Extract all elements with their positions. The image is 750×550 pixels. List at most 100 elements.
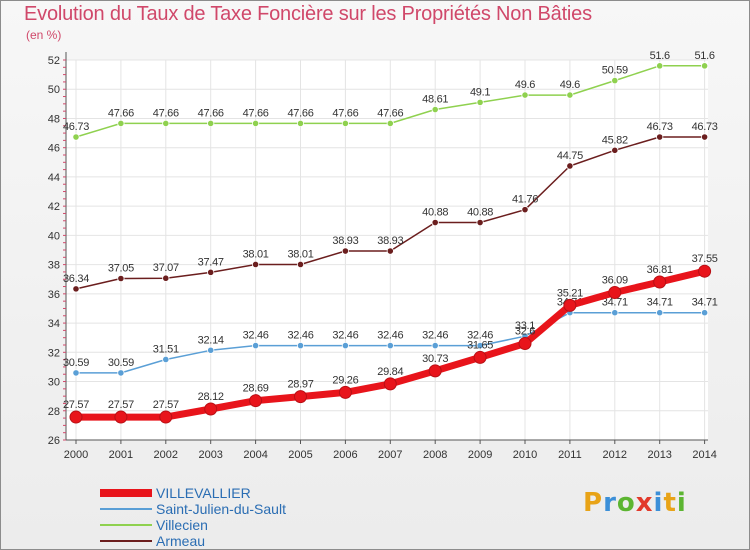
data-point: [72, 369, 80, 377]
data-label: 31.65: [467, 339, 493, 351]
logo-letter: o: [616, 488, 636, 518]
data-label: 46.73: [692, 121, 718, 133]
legend-item: Armeau: [100, 533, 286, 549]
data-point: [162, 274, 170, 282]
data-label: 45.82: [602, 134, 628, 146]
logo-letter: P: [583, 488, 604, 518]
data-point: [159, 410, 173, 424]
y-tick-label: 36: [48, 289, 60, 301]
legend-swatch: [100, 508, 152, 510]
x-tick-label: 2006: [333, 449, 357, 461]
data-label: 32.46: [467, 330, 493, 342]
data-label: 35.21: [557, 287, 583, 299]
data-label: 32.14: [198, 334, 224, 346]
data-label: 34.71: [602, 297, 628, 309]
data-point: [608, 286, 622, 300]
legend-label: Armeau: [156, 533, 206, 549]
data-point: [611, 77, 619, 85]
data-point: [386, 119, 394, 128]
data-point: [249, 394, 263, 408]
data-point: [521, 206, 529, 214]
data-label: 48.61: [422, 94, 448, 106]
data-point: [431, 218, 439, 227]
data-point: [114, 410, 128, 424]
data-label: 29.26: [332, 374, 358, 386]
logo-letter: i: [653, 488, 664, 518]
y-tick-label: 32: [48, 347, 60, 359]
data-label: 36.34: [63, 273, 89, 285]
logo-letter: i: [676, 488, 687, 518]
data-point: [431, 341, 439, 350]
proxiti-logo: Proxiti: [583, 488, 687, 518]
data-label: 37.47: [198, 256, 224, 268]
data-point: [521, 91, 529, 99]
data-point: [383, 377, 397, 391]
series-villecien: 46.73 47.66 47.66 47.66 47.66 47.66 47.66 47.66…: [63, 50, 715, 141]
data-point: [117, 119, 125, 128]
data-point: [563, 298, 577, 312]
data-label: 50.59: [602, 65, 628, 77]
legend-swatch: [100, 540, 152, 542]
data-point: [386, 341, 394, 350]
logo-letter: t: [663, 488, 677, 518]
series-saint-julien-du-sault: 30.59 30.59 31.51 32.14 32.46 32.46 32.46 32.46…: [63, 297, 718, 377]
data-label: 36.09: [602, 275, 628, 287]
data-label: 51.6: [694, 50, 714, 62]
data-label: 38.93: [332, 235, 358, 247]
data-point: [296, 260, 305, 269]
data-label: 46.73: [647, 121, 673, 133]
data-point: [117, 274, 125, 283]
data-label: 30.59: [63, 357, 89, 369]
data-point: [72, 133, 80, 141]
data-point: [476, 98, 484, 106]
x-tick-label: 2013: [647, 449, 671, 461]
y-tick-label: 30: [48, 377, 60, 389]
data-point: [611, 309, 619, 317]
data-point: [700, 309, 709, 317]
logo-letter: x: [635, 488, 654, 518]
legend: VILLEVALLIER Saint-Julien-du-Sault Villeci…: [100, 485, 286, 549]
x-tick-label: 2001: [109, 449, 133, 461]
data-point: [117, 369, 125, 377]
data-point: [69, 410, 83, 424]
x-tick-label: 2011: [558, 449, 582, 461]
y-tick-label: 28: [48, 406, 60, 418]
data-label: 38.01: [287, 248, 313, 260]
y-tick-label: 48: [48, 113, 60, 125]
data-label: 40.88: [467, 207, 493, 219]
data-point: [698, 264, 712, 278]
data-point: [162, 119, 170, 128]
y-tick-label: 52: [48, 55, 60, 67]
data-label: 40.88: [422, 207, 448, 219]
data-label: 32.46: [332, 330, 358, 342]
data-point: [207, 268, 215, 276]
data-point: [162, 355, 170, 364]
y-tick-label: 26: [48, 435, 60, 447]
x-tick-label: 2012: [603, 449, 627, 461]
data-label: 30.59: [108, 357, 134, 369]
y-tick-label: 34: [48, 318, 60, 330]
series-villevallier: 27.57 27.57 27.57 28.12 28.69 28.97 29.26 29.84…: [63, 253, 718, 424]
data-label: 29.84: [377, 366, 403, 378]
data-label: 49.6: [560, 79, 580, 91]
data-label: 47.66: [243, 107, 269, 119]
data-point: [653, 275, 667, 289]
data-point: [566, 162, 574, 170]
data-label: 34.71: [647, 297, 673, 309]
data-label: 32.46: [287, 330, 313, 342]
y-unit-label: (en %): [26, 28, 62, 42]
data-label: 37.55: [692, 253, 718, 265]
data-label: 51.6: [650, 50, 670, 62]
y-tick-label: 46: [48, 143, 60, 155]
data-point: [296, 119, 305, 128]
data-label: 49.6: [515, 79, 535, 91]
data-label: 36.81: [647, 264, 673, 276]
data-label: 47.66: [332, 107, 358, 119]
data-point: [700, 62, 709, 70]
legend-swatch: [100, 489, 152, 497]
logo-letter: r: [603, 488, 617, 518]
data-point: [207, 346, 215, 354]
legend-label: Saint-Julien-du-Sault: [156, 501, 286, 517]
data-label: 28.12: [198, 391, 224, 403]
legend-item: VILLEVALLIER: [100, 485, 286, 501]
